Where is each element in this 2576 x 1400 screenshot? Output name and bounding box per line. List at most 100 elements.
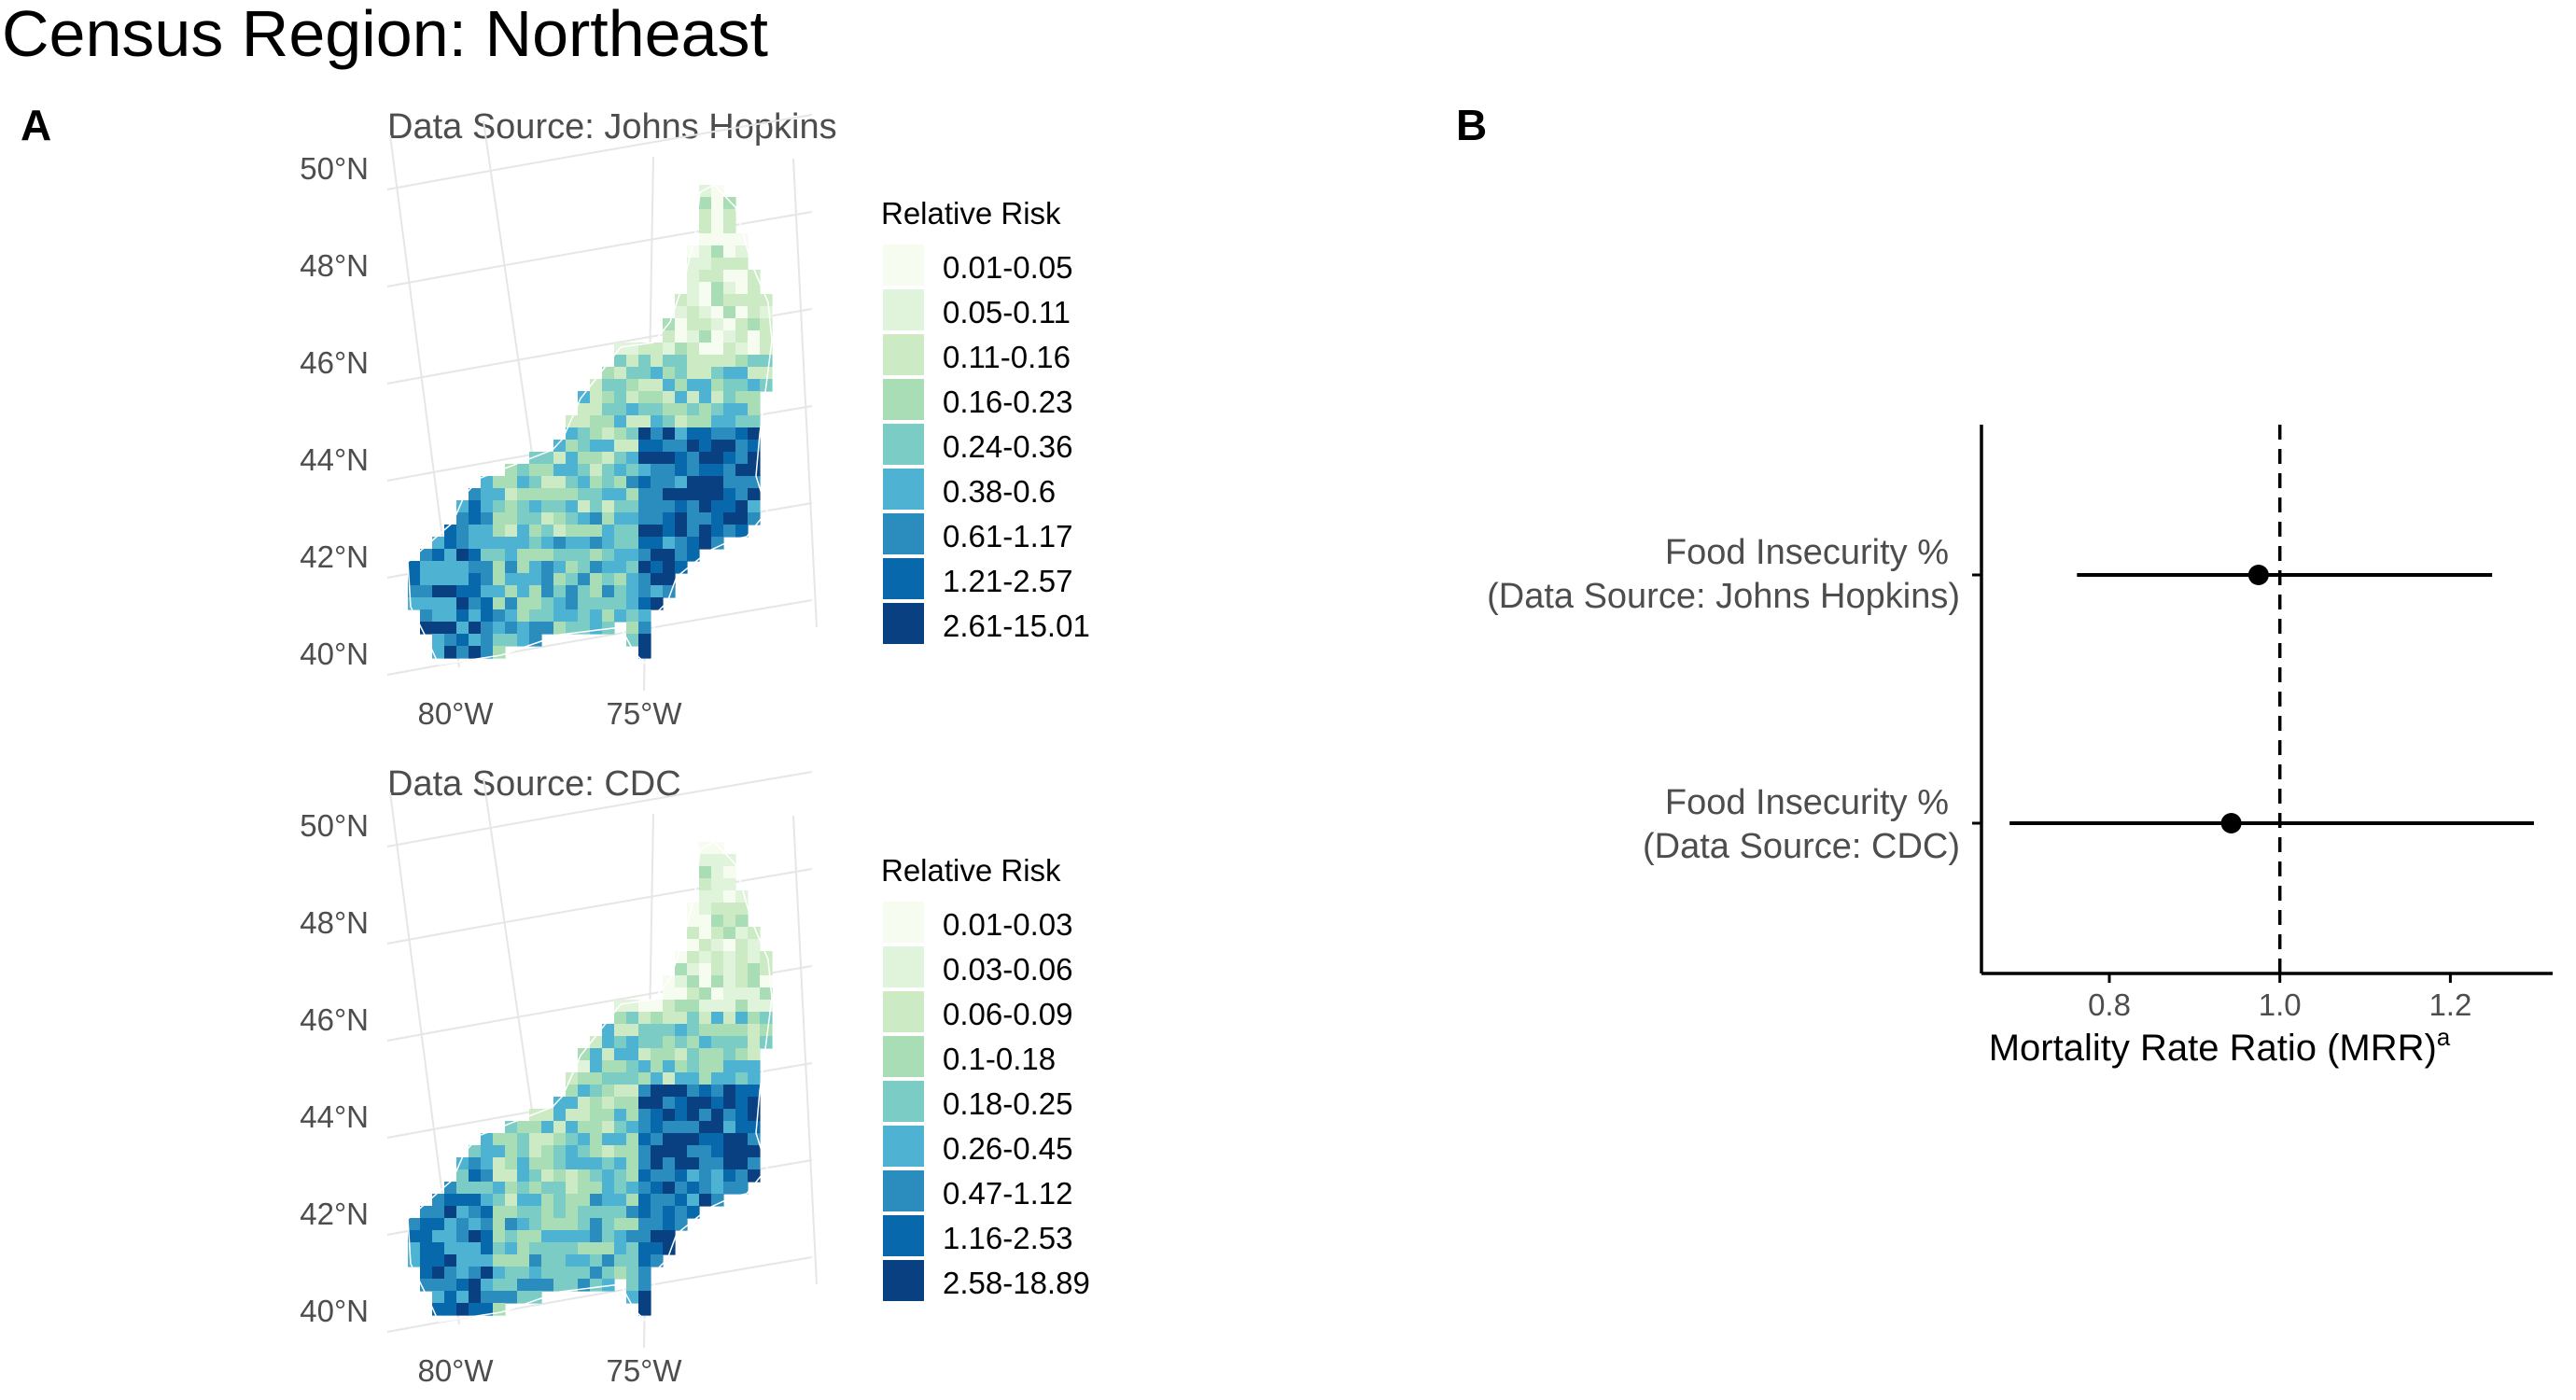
county-cell <box>590 1097 603 1110</box>
county-cell <box>602 537 615 550</box>
county-cell <box>735 1072 749 1085</box>
county-map <box>407 841 773 1323</box>
county-cell <box>614 1145 627 1158</box>
county-cell <box>456 573 469 586</box>
county-cell <box>456 622 469 635</box>
county-cell <box>748 1145 761 1158</box>
county-cell <box>456 1206 469 1219</box>
graticule-parallel <box>386 1256 813 1333</box>
county-cell <box>687 415 700 428</box>
latitude-labels: 50°N 48°N 46°N 44°N 42°N 40°N <box>300 151 369 671</box>
county-cell <box>626 573 639 586</box>
county-cell <box>590 427 603 441</box>
county-cell <box>735 391 749 404</box>
county-cell <box>735 1097 749 1110</box>
county-cell <box>469 646 482 659</box>
county-cell <box>626 512 639 525</box>
county-cell <box>493 1242 506 1255</box>
county-cell <box>711 1121 724 1134</box>
county-cell <box>505 1279 518 1292</box>
county-cell <box>602 403 615 416</box>
county-cell <box>614 1218 627 1231</box>
county-cell <box>469 1169 482 1183</box>
county-cell <box>699 1000 712 1013</box>
county-cell <box>675 318 688 331</box>
county-cell <box>760 1024 773 1037</box>
x-axis-label: Mortality Rate Ratio (MRR)a <box>1989 1023 2451 1069</box>
county-cell <box>663 1036 676 1049</box>
county-cell <box>699 890 712 903</box>
county-cell <box>651 1169 664 1183</box>
county-cell <box>663 1218 676 1231</box>
county-cell <box>687 464 700 477</box>
county-cell <box>517 488 530 501</box>
county-cell <box>505 1194 518 1207</box>
county-cell <box>638 1242 651 1255</box>
county-cell <box>675 1024 688 1037</box>
legend-item-label: 0.61-1.17 <box>943 519 1072 553</box>
county-cell <box>614 525 627 538</box>
county-cell <box>748 1036 761 1049</box>
county-cell <box>493 525 506 538</box>
county-cell <box>735 500 749 513</box>
county-cell <box>590 1169 603 1183</box>
county-cell <box>699 1072 712 1085</box>
county-cell <box>651 415 664 428</box>
county-cell <box>614 452 627 465</box>
county-cell <box>614 1097 627 1110</box>
county-cell <box>626 1230 639 1243</box>
county-cell <box>578 1206 591 1219</box>
county-cell <box>735 379 749 392</box>
county-cell <box>638 537 651 550</box>
county-cell <box>602 1085 615 1098</box>
county-cell <box>614 585 627 598</box>
county-cell <box>748 282 761 295</box>
county-cell <box>481 1169 494 1183</box>
county-cell <box>638 1085 651 1098</box>
county-cell <box>711 1012 724 1025</box>
county-cell <box>541 464 554 477</box>
county-cell <box>663 1097 676 1110</box>
county-cell <box>481 488 494 501</box>
county-cell <box>675 987 688 1001</box>
county-cell <box>711 500 724 513</box>
county-cell <box>638 427 651 441</box>
county-cell <box>723 427 736 441</box>
county-cell <box>638 525 651 538</box>
county-cell <box>493 1206 506 1219</box>
county-cell <box>735 1109 749 1122</box>
county-cell <box>602 1267 615 1280</box>
county-cell <box>699 282 712 295</box>
county-cell <box>651 1121 664 1134</box>
county-cell <box>602 1169 615 1183</box>
legend-item-label: 0.18-0.25 <box>943 1086 1072 1121</box>
county-cell <box>529 512 542 525</box>
county-cell <box>578 488 591 501</box>
county-cell <box>614 537 627 550</box>
county-cell <box>590 1072 603 1085</box>
county-cell <box>626 379 639 392</box>
county-cell <box>444 561 457 574</box>
county-cell <box>711 842 724 855</box>
county-cell <box>675 1218 688 1231</box>
county-cell <box>699 1169 712 1183</box>
county-cell <box>651 537 664 550</box>
county-cell <box>602 1097 615 1110</box>
county-cell <box>638 379 651 392</box>
county-cell <box>626 561 639 574</box>
legend-keys <box>883 902 924 1301</box>
county-cell <box>614 403 627 416</box>
county-cell <box>614 1182 627 1195</box>
county-cell <box>663 1000 676 1013</box>
county-cell <box>493 512 506 525</box>
county-cell <box>723 1000 736 1013</box>
county-cell <box>723 464 736 477</box>
county-cell <box>541 1157 554 1170</box>
county-cell <box>675 1012 688 1025</box>
county-cell <box>638 476 651 489</box>
county-cell <box>602 1242 615 1255</box>
county-cell <box>748 975 761 988</box>
county-cell <box>626 1072 639 1085</box>
map-panel-johns-hopkins: Data Source: Johns Hopkins 50°N 48°N 46°… <box>300 107 1090 731</box>
county-cell <box>663 573 676 586</box>
